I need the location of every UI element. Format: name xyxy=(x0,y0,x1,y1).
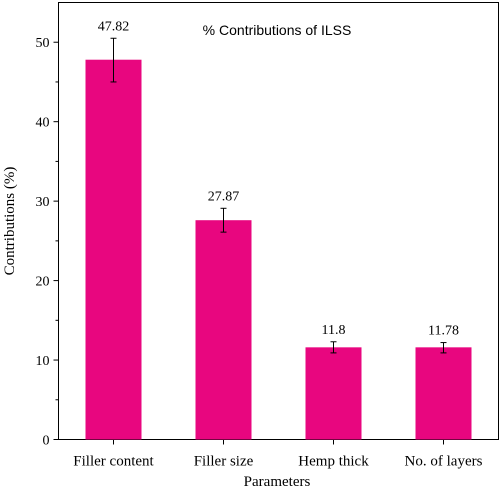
plot-frame xyxy=(58,2,499,440)
x-tick-label: Hemp thick xyxy=(298,454,369,470)
y-axis-label: Contributions (%) xyxy=(2,167,18,276)
y-tick-label: 20 xyxy=(36,275,50,290)
y-tick-label: 30 xyxy=(36,195,50,210)
bar xyxy=(305,347,362,440)
chart-title: % Contributions of ILSS xyxy=(203,22,352,38)
bar xyxy=(195,220,252,440)
x-tick-label: Filler content xyxy=(73,454,154,470)
y-tick-label: 10 xyxy=(36,354,50,369)
y-tick-label: 0 xyxy=(43,434,50,449)
x-tick-label: No. of layers xyxy=(405,454,483,470)
x-tick-label: Filler size xyxy=(194,454,254,470)
y-tick-label: 50 xyxy=(36,36,50,51)
data-label: 11.78 xyxy=(428,324,459,339)
data-label: 47.82 xyxy=(98,19,130,34)
chart-marks: 0 10 20 30 40 50 47.82 Filler content 27.87 Fille… xyxy=(36,19,483,469)
bar xyxy=(415,347,472,440)
data-label: 27.87 xyxy=(208,189,240,204)
y-tick-label: 40 xyxy=(36,116,50,131)
data-label: 11.8 xyxy=(322,323,346,338)
bar xyxy=(85,59,142,440)
x-axis-label: Parameters xyxy=(244,474,311,490)
